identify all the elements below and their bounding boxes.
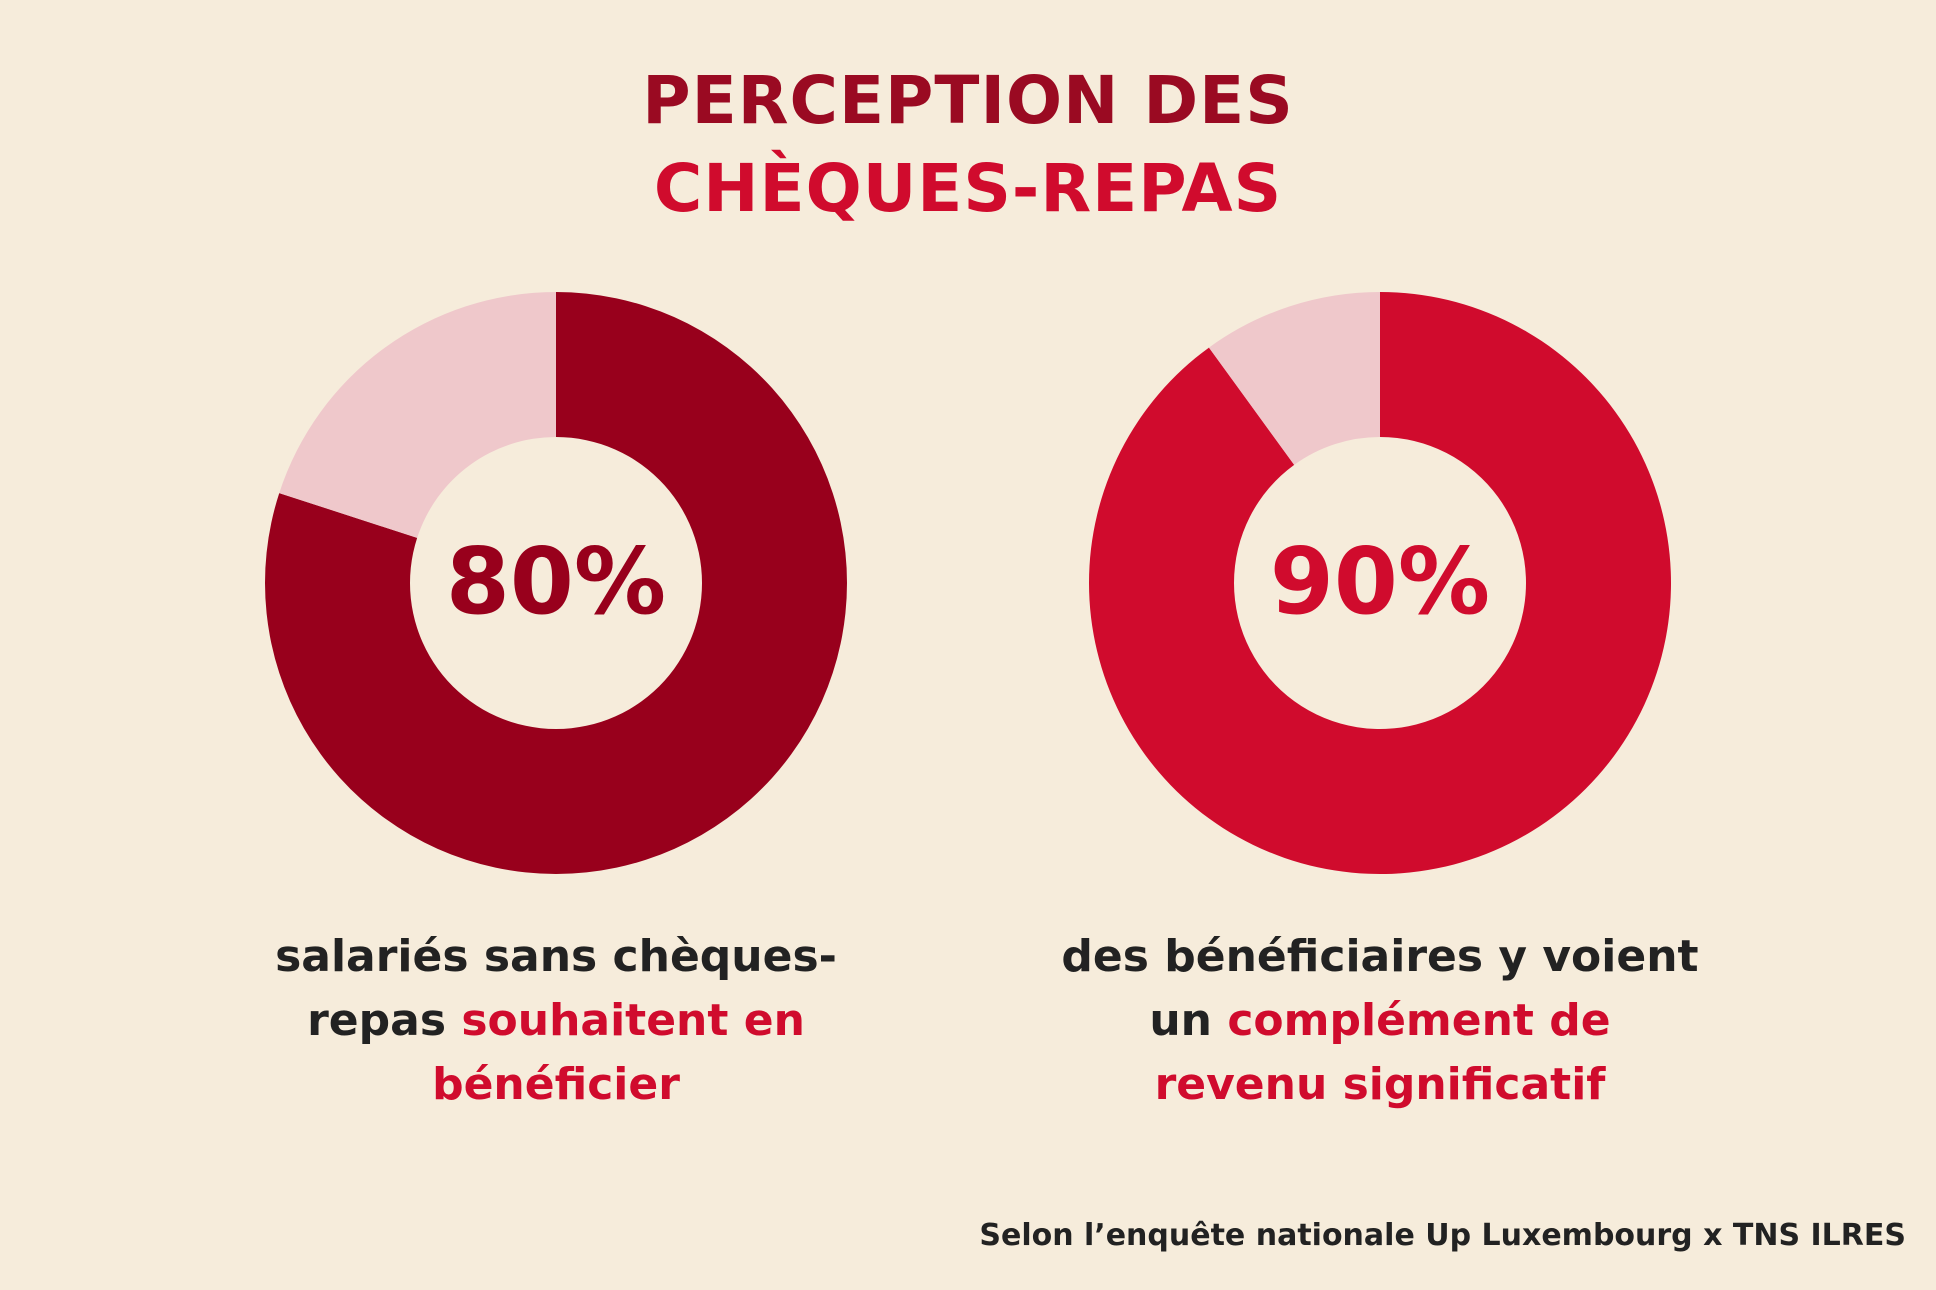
center-label: 90% <box>1270 528 1490 635</box>
donut-slice <box>279 292 556 538</box>
donut-slice <box>264 292 847 875</box>
title-line: PERCEPTION DES <box>642 62 1294 139</box>
title-line: CHÈQUES-REPAS <box>653 150 1283 227</box>
caption-part: souhaitent en bénéficier <box>432 995 805 1110</box>
caption-part: salariés sans chèques-repas <box>275 931 837 1046</box>
caption-part: complément de revenu significatif <box>1154 995 1611 1110</box>
caption-part: des bénéficiaires y voient un <box>1061 931 1699 1046</box>
donut-slice <box>1208 292 1380 465</box>
donut-slice <box>1088 292 1671 874</box>
caption: des bénéficiaires y voient un complément… <box>1060 925 1700 1117</box>
source: Selon l’enquête nationale Up Luxembourg … <box>979 1218 1906 1253</box>
center-label: 80% <box>446 528 666 635</box>
caption: salariés sans chèques-repas souhaitent e… <box>236 925 876 1117</box>
